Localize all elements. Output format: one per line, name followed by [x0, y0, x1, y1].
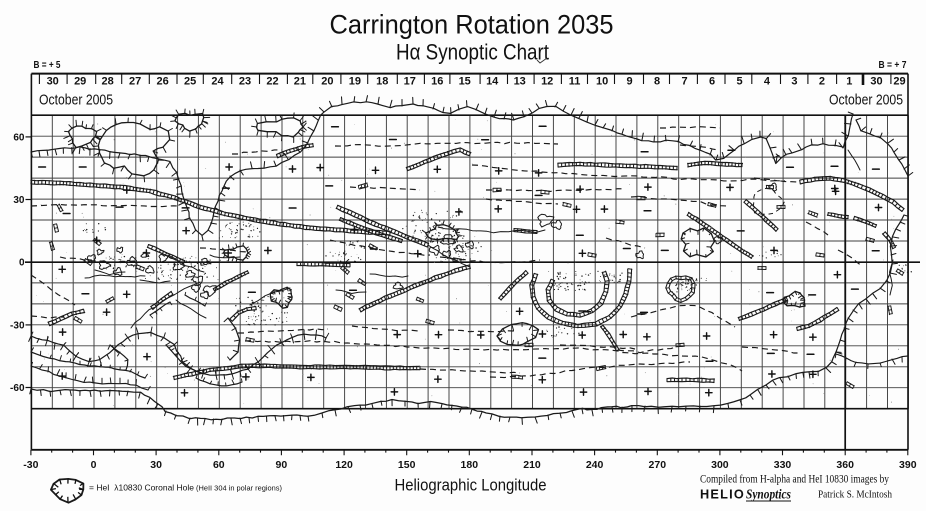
svg-text:360: 360 [836, 459, 854, 471]
svg-text:17: 17 [404, 76, 416, 88]
svg-text:Compiled from H-alpha and HeI: Compiled from H-alpha and HeI 10830 imag… [700, 474, 889, 486]
svg-text:B = + 7: B = + 7 [879, 60, 907, 71]
svg-text:7: 7 [681, 76, 687, 88]
svg-text:30: 30 [870, 76, 882, 88]
svg-text:20: 20 [321, 76, 333, 88]
svg-text:-60: -60 [10, 383, 25, 394]
svg-text:120: 120 [335, 459, 353, 471]
svg-text:180: 180 [461, 459, 479, 471]
svg-text:13: 13 [514, 76, 526, 88]
svg-text:0: 0 [91, 459, 97, 471]
svg-text:Heliographic Longitude: Heliographic Longitude [395, 476, 547, 495]
svg-text:27: 27 [129, 76, 141, 88]
svg-text:B = + 5: B = + 5 [34, 60, 61, 71]
svg-text:14: 14 [486, 76, 499, 88]
svg-text:330: 330 [774, 459, 792, 471]
svg-text:2: 2 [819, 76, 825, 88]
svg-text:18: 18 [376, 76, 388, 88]
svg-text:240: 240 [586, 459, 604, 471]
svg-text:HELIO: HELIO [700, 488, 745, 502]
svg-text:October 2005: October 2005 [39, 93, 113, 109]
svg-text:300: 300 [711, 459, 729, 471]
svg-text:3: 3 [791, 76, 797, 88]
svg-text:150: 150 [398, 459, 416, 471]
svg-text:19: 19 [349, 76, 361, 88]
svg-text:-30: -30 [10, 320, 25, 331]
svg-text:270: 270 [649, 459, 667, 471]
svg-text:21: 21 [294, 76, 306, 88]
svg-text:4: 4 [764, 76, 771, 88]
svg-text:11: 11 [569, 76, 581, 88]
svg-text:12: 12 [541, 76, 553, 88]
svg-text:60: 60 [213, 459, 225, 471]
svg-text:90: 90 [276, 459, 288, 471]
svg-text:29: 29 [74, 76, 86, 88]
svg-text:24: 24 [211, 76, 224, 88]
svg-text:Carrington Rotation 2035: Carrington Rotation 2035 [330, 10, 614, 40]
svg-text:(HeII 304 in polar regions): (HeII 304 in polar regions) [196, 484, 282, 493]
svg-text:23: 23 [239, 76, 251, 88]
svg-text:22: 22 [266, 76, 278, 88]
svg-text:25: 25 [184, 76, 196, 88]
svg-text:-30: -30 [23, 459, 38, 471]
svg-text:Patrick S. McIntosh: Patrick S. McIntosh [818, 489, 892, 501]
svg-text:210: 210 [523, 459, 541, 471]
svg-text:6: 6 [709, 76, 715, 88]
svg-text:1: 1 [846, 76, 852, 88]
svg-text:16: 16 [431, 76, 443, 88]
svg-text:5: 5 [736, 76, 742, 88]
svg-text:October 2005: October 2005 [829, 93, 903, 109]
svg-text:30: 30 [47, 76, 59, 88]
svg-text:Synoptics: Synoptics [746, 487, 791, 502]
svg-text:Hα Synoptic Chart: Hα Synoptic Chart [396, 40, 549, 65]
svg-text:8: 8 [654, 76, 660, 88]
svg-text:28: 28 [101, 76, 113, 88]
svg-text:9: 9 [627, 76, 633, 88]
svg-text:29: 29 [893, 76, 905, 88]
svg-text:0: 0 [19, 258, 25, 269]
svg-text:390: 390 [899, 459, 917, 471]
svg-text:30: 30 [13, 195, 25, 206]
svg-text:60: 60 [13, 132, 25, 143]
svg-text:30: 30 [150, 459, 162, 471]
svg-text:= HeI λ10830 Coronal Hole: = HeI λ10830 Coronal Hole [89, 483, 194, 493]
svg-text:26: 26 [156, 76, 168, 88]
svg-text:15: 15 [459, 76, 471, 88]
svg-text:10: 10 [596, 76, 608, 88]
